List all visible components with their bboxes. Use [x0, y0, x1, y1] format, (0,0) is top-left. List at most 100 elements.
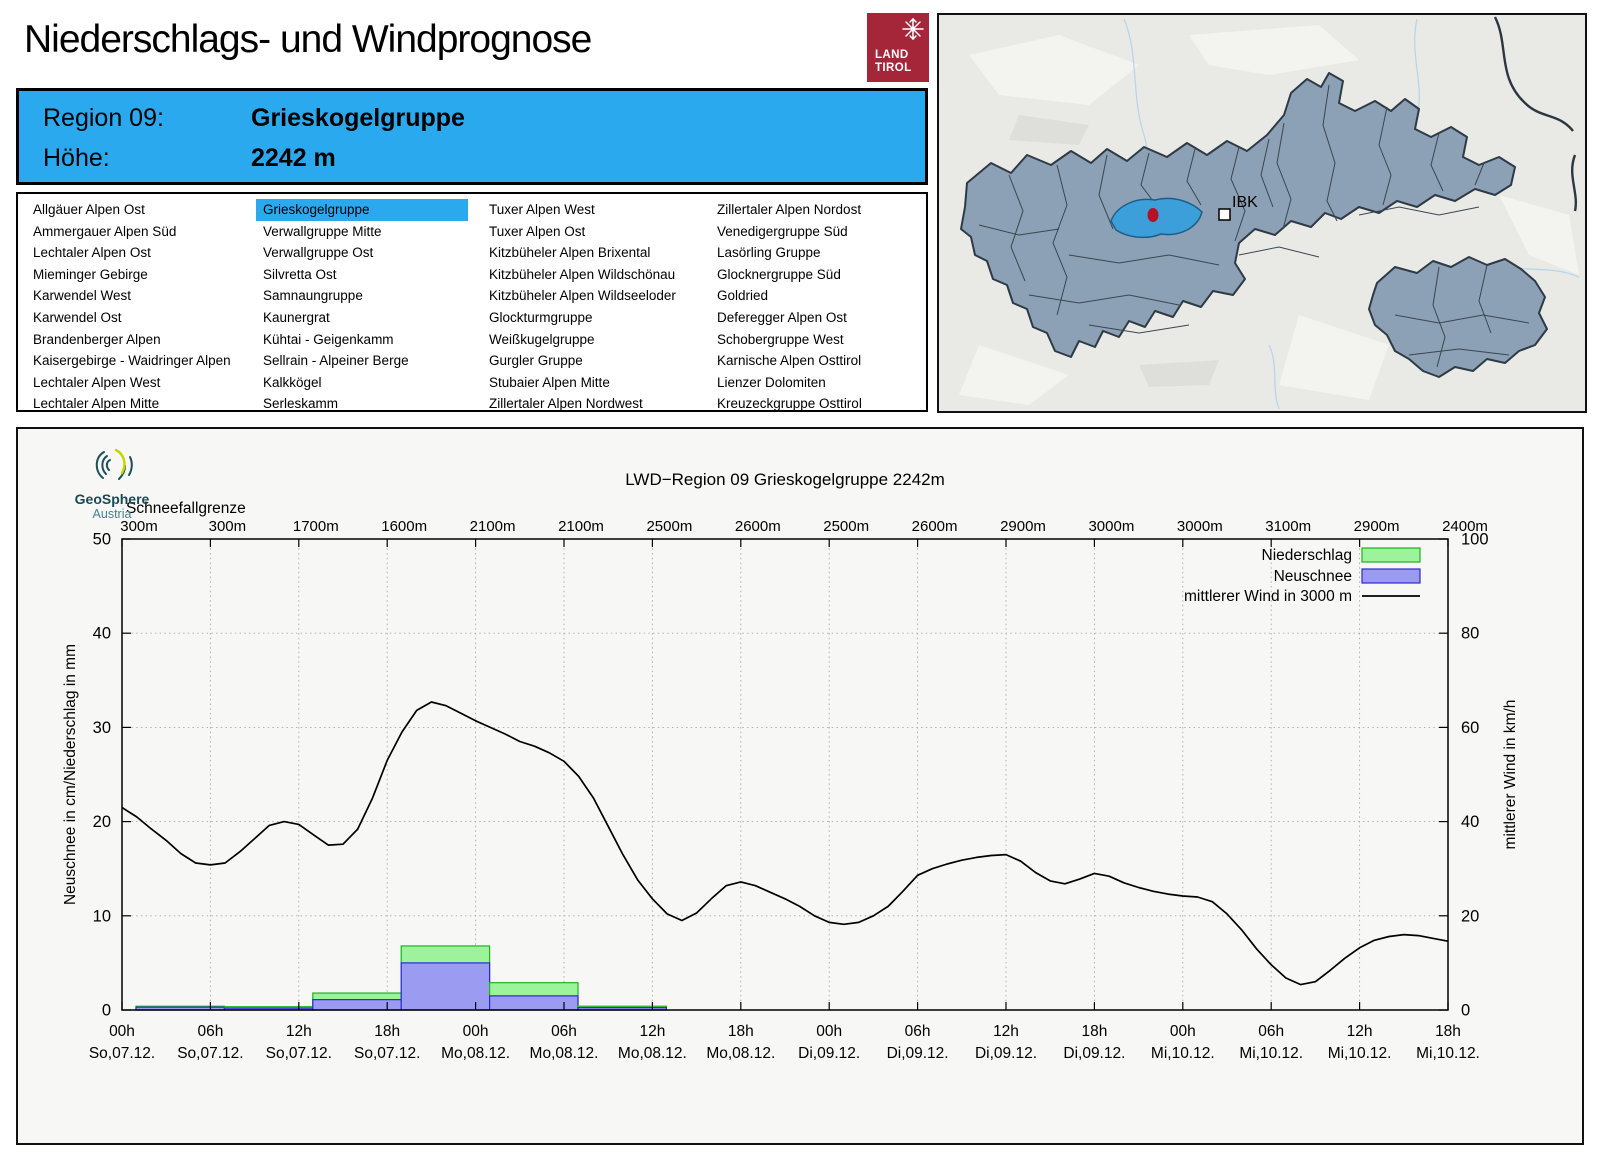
region-option[interactable]: Ammergauer Alpen Süd — [33, 223, 177, 239]
x-hour-label: 00h — [1170, 1023, 1196, 1040]
region-option[interactable]: Kitzbüheler Alpen Brixental — [489, 245, 651, 261]
x-hour-label: 18h — [1081, 1023, 1107, 1040]
region-option[interactable]: Gurgler Gruppe — [489, 353, 583, 369]
region-option[interactable]: Silvretta Ost — [263, 266, 337, 282]
region-option[interactable]: Stubaier Alpen Mitte — [489, 374, 610, 390]
y-right-tick: 0 — [1461, 1002, 1470, 1020]
y-right-tick: 60 — [1461, 719, 1479, 737]
x-hour-label: 00h — [463, 1023, 489, 1040]
snowline-value: 2400m — [1442, 518, 1488, 535]
region-option[interactable]: Lechtaler Alpen Ost — [33, 245, 151, 261]
map-ibk-marker — [1218, 208, 1231, 221]
region-option[interactable]: Kaunergrat — [263, 309, 330, 325]
x-hour-label: 12h — [639, 1023, 665, 1040]
region-option[interactable]: Lasörling Gruppe — [717, 245, 821, 261]
snowline-value: 2600m — [912, 518, 958, 535]
region-option[interactable]: Lienzer Dolomiten — [717, 374, 826, 390]
x-date-label: Di,09.12. — [887, 1045, 949, 1062]
region-option[interactable]: Goldried — [717, 288, 769, 304]
region-option-selected[interactable]: Grieskogelgruppe — [256, 199, 468, 221]
region-option[interactable]: Samnaungruppe — [263, 288, 363, 304]
snowline-value: 2500m — [823, 518, 869, 535]
map-national-border — [1493, 16, 1578, 212]
region-option[interactable]: Zillertaler Alpen Nordwest — [489, 396, 643, 412]
region-option[interactable]: Deferegger Alpen Ost — [717, 309, 847, 325]
x-hour-label: 12h — [1347, 1023, 1373, 1040]
region-option[interactable]: Venedigergruppe Süd — [717, 223, 848, 239]
y-left-tick: 40 — [93, 625, 111, 643]
region-option[interactable]: Brandenberger Alpen — [33, 331, 161, 347]
x-hour-label: 18h — [1435, 1023, 1461, 1040]
region-option[interactable]: Kalkkögel — [263, 374, 322, 390]
region-option[interactable]: Tuxer Alpen West — [489, 202, 595, 217]
y-right-tick: 100 — [1461, 531, 1489, 549]
x-date-label: Mo,08.12. — [441, 1045, 510, 1062]
x-date-label: Mi,10.12. — [1328, 1045, 1392, 1062]
snowline-value: 2100m — [470, 518, 516, 535]
region-option[interactable]: Lechtaler Alpen Mitte — [33, 396, 160, 412]
map-region-north-tirol — [960, 72, 1516, 358]
region-header-box: Region 09: Grieskogelgruppe Höhe: 2242 m — [16, 88, 928, 185]
forecast-chart: LWD−Region 09 Grieskogelgruppe 2242m Schn… — [62, 470, 1519, 1062]
region-option[interactable]: Karwendel West — [33, 288, 132, 304]
region-option[interactable]: Zillertaler Alpen Nordost — [717, 202, 862, 217]
altitude-value: 2242 m — [251, 144, 336, 172]
y-left-tick: 10 — [93, 907, 111, 925]
x-hour-label: 06h — [197, 1023, 223, 1040]
x-date-label: Di,09.12. — [975, 1045, 1037, 1062]
tirol-eagle-icon — [902, 18, 924, 40]
region-option[interactable]: Mieminger Gebirge — [33, 266, 148, 282]
x-date-label: So,07.12. — [354, 1045, 420, 1062]
region-option[interactable]: Kühtai - Geigenkamm — [263, 331, 394, 347]
snowline-value: 300m — [209, 518, 247, 535]
bar-neuschnee — [312, 999, 402, 1011]
bar-neuschnee — [400, 962, 491, 1011]
region-column: Allgäuer Alpen Ost Ammergauer Alpen Süd Le… — [18, 199, 248, 415]
region-option[interactable]: Schobergruppe West — [717, 331, 844, 347]
region-option[interactable]: Glocknergruppe Süd — [717, 266, 841, 282]
y-right-axis-title: mittlerer Wind in km/h — [1502, 700, 1519, 850]
region-option[interactable]: Allgäuer Alpen Ost — [33, 202, 145, 217]
region-option[interactable]: Weißkugelgruppe — [489, 331, 595, 347]
y-left-tick: 0 — [102, 1002, 111, 1020]
region-option[interactable]: Serleskamm — [263, 396, 339, 412]
region-column: Zillertaler Alpen Nordost Venedigergruppe… — [702, 199, 926, 415]
x-hour-label: 18h — [728, 1023, 754, 1040]
y-left-tick: 20 — [93, 813, 111, 831]
region-option[interactable]: Tuxer Alpen Ost — [489, 223, 586, 239]
land-tirol-logo: LAND TIROL — [867, 13, 929, 82]
x-hour-label: 06h — [551, 1023, 577, 1040]
region-option[interactable]: Lechtaler Alpen West — [33, 374, 161, 390]
snowline-value: 3000m — [1177, 518, 1223, 535]
x-date-label: Mi,10.12. — [1416, 1045, 1480, 1062]
region-option[interactable]: Kitzbüheler Alpen Wildschönau — [489, 266, 676, 282]
geosphere-logo: GeoSphere Austria — [54, 445, 170, 521]
region-table: Allgäuer Alpen Ost Ammergauer Alpen Süd Le… — [16, 192, 928, 412]
map-location-dot — [1147, 208, 1159, 222]
region-column: Tuxer Alpen West Tuxer Alpen Ost Kitzbühel… — [474, 199, 702, 415]
x-hour-label: 06h — [905, 1023, 931, 1040]
snowline-value: 1600m — [381, 518, 427, 535]
x-hour-label: 00h — [816, 1023, 842, 1040]
snowline-value: 2500m — [646, 518, 692, 535]
region-option[interactable]: Kaisergebirge - Waidringer Alpen — [33, 353, 231, 369]
map-subregion-borders — [978, 84, 1485, 334]
region-option[interactable]: Verwallgruppe Mitte — [263, 223, 382, 239]
region-option[interactable]: Verwallgruppe Ost — [263, 245, 374, 261]
region-option[interactable]: Kitzbüheler Alpen Wildseeloder — [489, 288, 676, 304]
region-option[interactable]: Sellrain - Alpeiner Berge — [263, 353, 409, 369]
page-title: Niederschlags- und Windprognose — [24, 18, 592, 61]
region-label: Region 09: — [43, 104, 164, 132]
x-hour-label: 06h — [1258, 1023, 1284, 1040]
snowline-value: 1700m — [293, 518, 339, 535]
region-option[interactable]: Glockturmgruppe — [489, 309, 593, 325]
region-option[interactable]: Karnische Alpen Osttirol — [717, 353, 862, 369]
y-right-tick: 20 — [1461, 907, 1479, 925]
region-option[interactable]: Kreuzeckgruppe Osttirol — [717, 396, 862, 412]
region-option[interactable]: Karwendel Ost — [33, 309, 122, 325]
legend-label: mittlerer Wind in 3000 m — [1184, 588, 1352, 605]
snowline-label: Schneefallgrenze — [126, 500, 246, 517]
snowline-value: 3000m — [1088, 518, 1134, 535]
map-ibk-label: IBK — [1232, 194, 1258, 211]
x-date-label: Di,09.12. — [1063, 1045, 1125, 1062]
